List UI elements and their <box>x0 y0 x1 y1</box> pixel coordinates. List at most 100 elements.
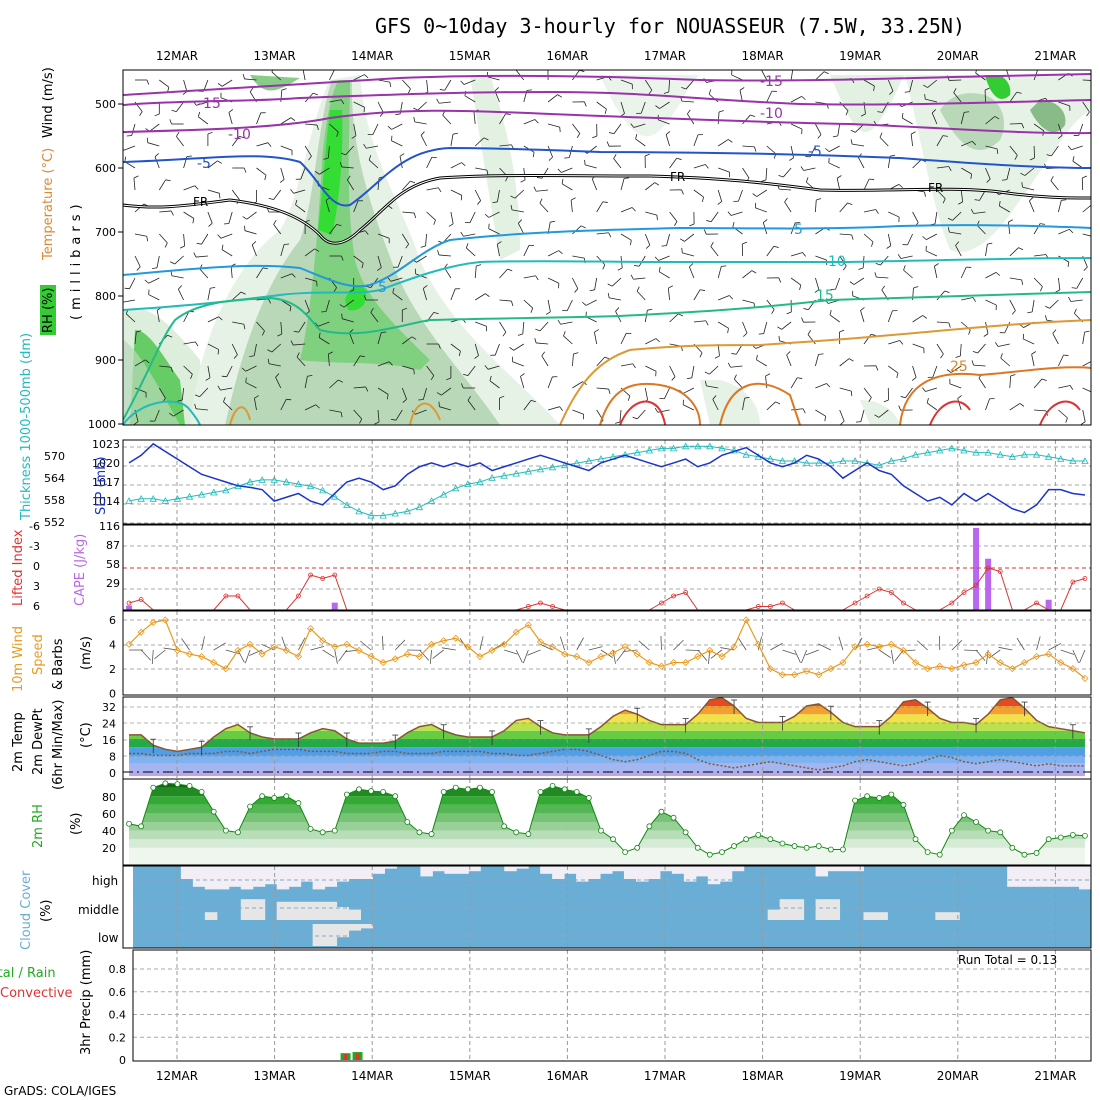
wind-point <box>536 638 545 646</box>
barb-flag <box>460 80 465 85</box>
wind-point <box>585 659 593 667</box>
wind-point <box>803 667 811 675</box>
barb <box>207 160 218 169</box>
barb <box>1082 409 1086 422</box>
li-point <box>888 590 894 595</box>
barb <box>134 233 147 237</box>
barb <box>391 140 403 147</box>
barb <box>681 100 694 103</box>
rh-point <box>658 808 665 815</box>
barb-flag <box>602 264 606 270</box>
barb <box>644 387 648 400</box>
barb-flag <box>339 162 343 168</box>
rh-point <box>852 797 858 804</box>
wind-point <box>270 643 278 651</box>
barb-flag <box>1029 197 1034 202</box>
barb <box>275 377 282 389</box>
rh-point <box>573 789 580 795</box>
barb <box>755 207 767 213</box>
barb <box>1000 357 1011 367</box>
barb <box>159 233 168 244</box>
wind-point <box>198 652 206 661</box>
rh-point <box>1082 832 1088 839</box>
barb <box>366 145 379 149</box>
barb <box>1072 160 1083 169</box>
temperature-minmax-bars <box>150 699 1076 756</box>
thickness-point <box>125 497 133 504</box>
barb <box>669 313 679 323</box>
barb-flag <box>1094 237 1095 242</box>
barb-flag <box>1083 266 1088 271</box>
wind-point <box>669 659 678 667</box>
barb <box>174 255 184 265</box>
rh-point <box>368 788 374 794</box>
barb-flag <box>178 285 183 290</box>
barb-flag <box>742 241 748 245</box>
contour-label-m15: -15 <box>198 96 221 112</box>
barb-flag <box>249 355 255 358</box>
barb <box>475 321 487 327</box>
barb <box>156 310 160 323</box>
cloud-high-cell <box>1031 866 1044 887</box>
wind-barb <box>963 649 978 652</box>
barb-flag <box>171 109 177 112</box>
barb <box>1009 403 1021 411</box>
li-point <box>1034 600 1039 606</box>
bottom-date-6: 18MAR <box>742 1069 784 1083</box>
barb <box>304 376 308 389</box>
barb-flag <box>315 404 320 409</box>
thickness-point <box>887 457 896 464</box>
thickness-point <box>331 492 339 500</box>
barb <box>176 101 184 112</box>
rh-point <box>743 836 750 843</box>
rh-point <box>549 782 556 789</box>
barb <box>450 343 461 352</box>
barb-flag <box>710 242 714 247</box>
temperature-grid <box>123 697 1091 779</box>
barb <box>183 211 194 219</box>
barb-flag <box>452 132 458 135</box>
barb <box>782 167 792 178</box>
barb-flag <box>899 340 904 345</box>
wind-barb <box>1079 649 1086 664</box>
wind-point <box>355 646 363 654</box>
wind-point <box>863 640 871 648</box>
barb-flag <box>1000 353 1003 359</box>
barb <box>293 343 306 346</box>
upper-ytick-600: 600 <box>95 162 116 175</box>
barb-flag <box>848 358 854 362</box>
wind-barb <box>515 649 523 663</box>
barb <box>658 119 670 125</box>
cloud-mid-cell <box>324 901 338 920</box>
rh-point <box>719 849 725 855</box>
barb-flag <box>233 354 238 359</box>
cloud-high-cell <box>552 866 565 879</box>
barb <box>620 101 625 114</box>
barb <box>325 200 330 213</box>
barb <box>620 363 633 367</box>
barb-flag <box>756 354 758 360</box>
barb <box>878 409 889 418</box>
barb-flag <box>634 265 640 267</box>
cloud-high-cell <box>1043 866 1056 887</box>
barb <box>439 406 452 411</box>
barb-flag <box>243 167 247 173</box>
barb <box>539 321 549 332</box>
barb-flag <box>733 374 737 380</box>
thickness-point <box>1020 450 1029 458</box>
barb <box>960 112 965 125</box>
barb <box>226 365 233 377</box>
cloud-low-cell <box>312 924 326 946</box>
barb-flag <box>492 201 498 204</box>
barb-flag <box>563 331 566 337</box>
barb-flag <box>994 342 999 347</box>
barb-flag <box>995 272 1001 276</box>
barb <box>134 359 146 367</box>
barb <box>572 225 582 235</box>
barb <box>977 343 986 354</box>
barb <box>1082 233 1091 237</box>
barb <box>201 233 209 245</box>
barb-flag <box>705 164 709 169</box>
